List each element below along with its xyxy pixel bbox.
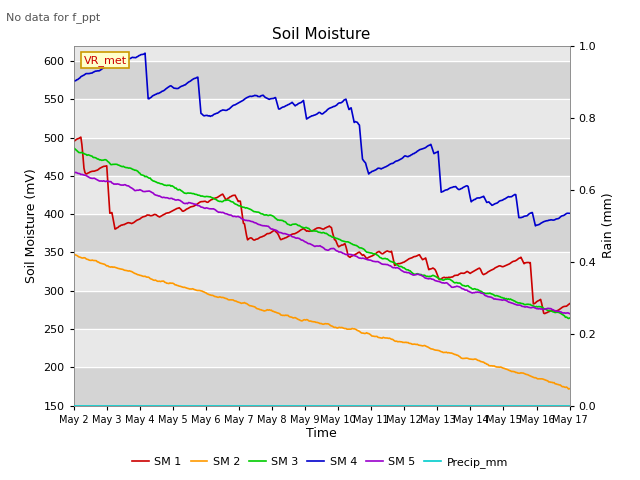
Text: VR_met: VR_met xyxy=(84,55,127,65)
Y-axis label: Rain (mm): Rain (mm) xyxy=(602,193,615,258)
Bar xyxy=(74,61,570,99)
Y-axis label: Soil Moisture (mV): Soil Moisture (mV) xyxy=(25,168,38,283)
X-axis label: Time: Time xyxy=(306,427,337,441)
Bar xyxy=(74,291,570,329)
Legend: SM 1, SM 2, SM 3, SM 4, SM 5, Precip_mm: SM 1, SM 2, SM 3, SM 4, SM 5, Precip_mm xyxy=(128,452,512,472)
Bar xyxy=(74,367,570,406)
Text: No data for f_ppt: No data for f_ppt xyxy=(6,12,100,23)
Title: Soil Moisture: Soil Moisture xyxy=(273,27,371,42)
Bar xyxy=(74,214,570,252)
Bar xyxy=(74,137,570,176)
